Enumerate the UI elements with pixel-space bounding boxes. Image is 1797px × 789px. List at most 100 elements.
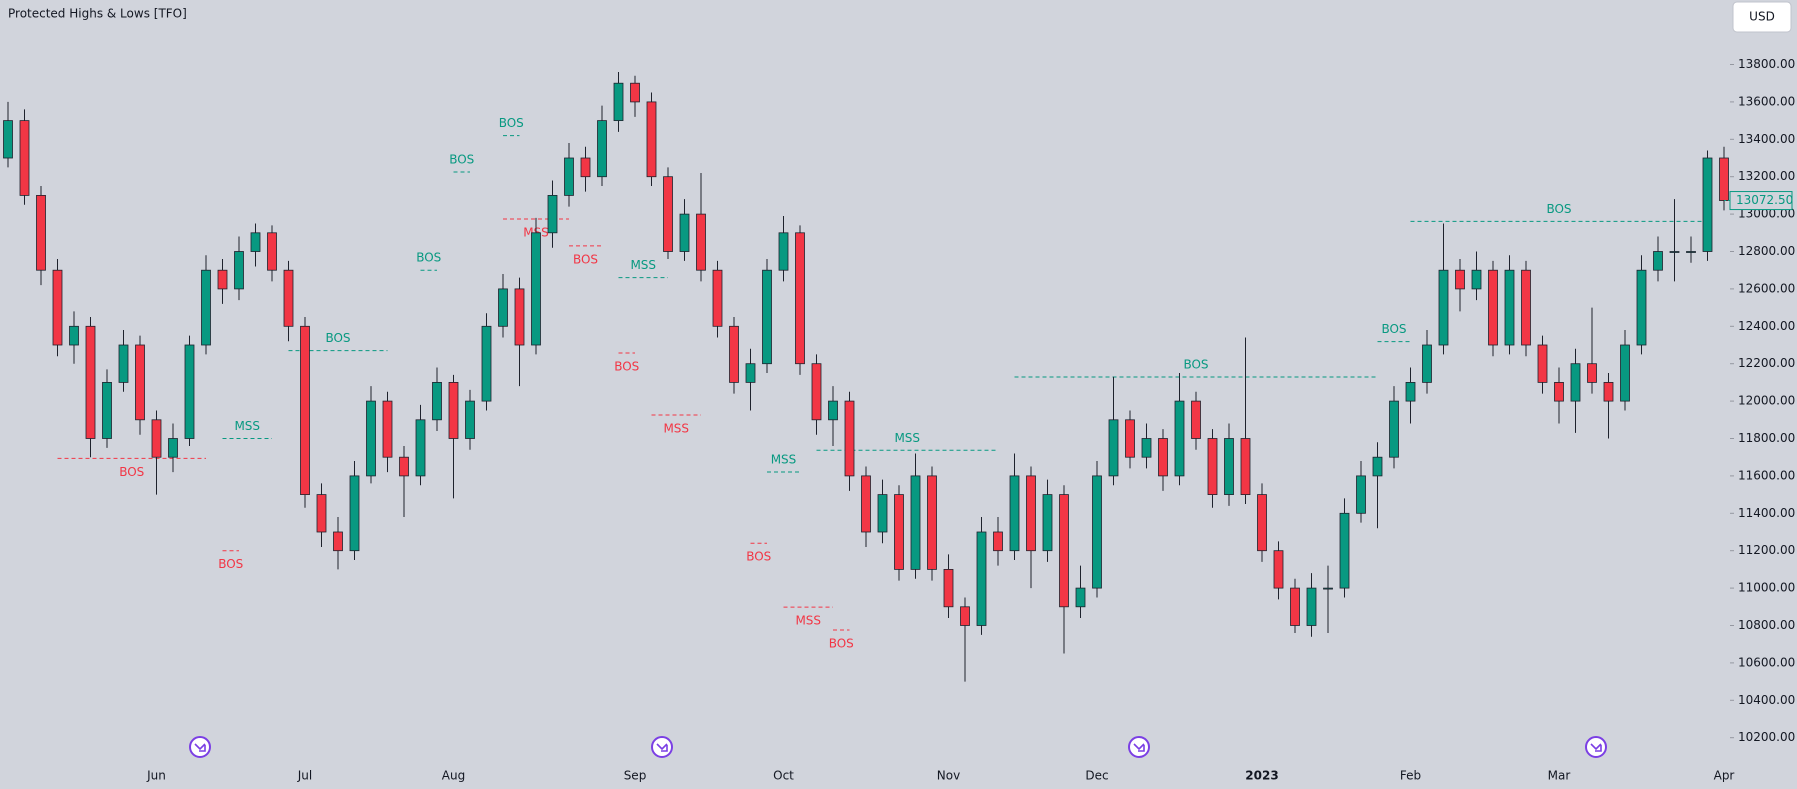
candle-body (283, 269, 294, 327)
structure-label: BOS (829, 636, 854, 650)
candle-body (1455, 269, 1465, 290)
candle-body (745, 363, 756, 383)
candle-body (1125, 419, 1135, 458)
x-tick-label: Sep (624, 769, 647, 783)
candle-body (712, 269, 723, 327)
candle-body (135, 344, 145, 421)
x-tick-label: 2023 (1245, 769, 1278, 783)
candle-body (250, 232, 261, 252)
candle-body (1042, 494, 1053, 552)
x-tick-label: Jul (297, 769, 312, 783)
candle-body (613, 82, 624, 122)
candle-body (1587, 363, 1597, 383)
structure-label: BOS (119, 465, 144, 479)
candle-body (300, 325, 310, 495)
y-tick-label: 12000.00 (1738, 394, 1795, 408)
structure-label: MSS (894, 431, 920, 445)
currency[interactable]: USD (1749, 10, 1775, 24)
y-tick-label: 11800.00 (1738, 431, 1795, 445)
candle-body (762, 269, 772, 365)
candle-body (1339, 512, 1350, 589)
x-tick-label: Feb (1400, 769, 1421, 783)
candle-body (1108, 419, 1119, 477)
candle-body (580, 157, 591, 178)
candle-body (1257, 494, 1267, 552)
x-tick-label: Mar (1548, 769, 1571, 783)
x-tick-label: Nov (937, 769, 960, 783)
candle-body (1620, 344, 1630, 402)
candle-body (1504, 269, 1515, 346)
candle-body (828, 400, 838, 421)
structure-label: BOS (449, 153, 474, 167)
candle-body (993, 531, 1003, 552)
y-tick-label: 12400.00 (1738, 319, 1795, 333)
structure-label: BOS (1546, 202, 1571, 216)
candle-body (1174, 400, 1185, 477)
structure-label: BOS (1381, 322, 1406, 336)
candle-body (52, 269, 63, 346)
candle-body (1224, 438, 1234, 495)
candle-body (663, 176, 673, 252)
candle-body (811, 363, 822, 421)
structure-label: BOS (1183, 357, 1208, 371)
candle-body (36, 195, 46, 271)
candle-body (597, 120, 607, 178)
structure-label: BOS (416, 251, 441, 265)
candle-body (118, 344, 129, 383)
y-tick-label: 11200.00 (1738, 543, 1795, 557)
candle-body (1026, 475, 1036, 552)
candle-body (1207, 438, 1218, 495)
candle-body (102, 382, 112, 439)
y-tick-label: 13200.00 (1738, 169, 1795, 183)
y-tick-label: 13600.00 (1738, 94, 1795, 108)
y-tick-label: 13000.00 (1738, 207, 1795, 221)
candle-body (1603, 382, 1614, 402)
candle-body (399, 456, 409, 477)
candle-body (1306, 587, 1317, 626)
candle-body (448, 382, 459, 439)
candle-body (1719, 157, 1729, 201)
candle-body (1290, 587, 1300, 626)
candle-body (1158, 438, 1168, 477)
x-tick-label: Apr (1714, 769, 1735, 783)
y-tick-label: 12200.00 (1738, 356, 1795, 370)
candle-body (1059, 494, 1069, 608)
candle-body (547, 195, 558, 234)
structure-label: MSS (234, 419, 260, 433)
candle-body (217, 269, 228, 290)
candle-body (184, 344, 195, 439)
currency-button[interactable] (1732, 1, 1792, 33)
candle-body (415, 419, 426, 477)
candle-body (1075, 587, 1086, 608)
candle-body (1240, 438, 1251, 495)
candle-body (85, 325, 96, 439)
candle-body (927, 475, 937, 570)
y-tick-label: 11000.00 (1738, 581, 1795, 595)
candle-body (943, 568, 954, 608)
candle-body (432, 382, 442, 421)
x-tick-label: Oct (773, 769, 794, 783)
candle-body (267, 232, 277, 271)
x-tick-label: Dec (1085, 769, 1108, 783)
candle-body (1009, 475, 1020, 552)
structure-label: BOS (573, 252, 598, 266)
structure-label: MSS (771, 452, 797, 466)
candle-body (1636, 269, 1647, 346)
candle-body (69, 325, 79, 346)
candle-body (1702, 157, 1713, 252)
x-tick-label: Aug (442, 769, 465, 783)
candle-body (1521, 269, 1531, 346)
candle-body (1323, 587, 1333, 590)
candle-body (514, 288, 525, 346)
structure-label: BOS (614, 360, 639, 374)
y-tick-label: 10200.00 (1738, 730, 1795, 744)
candle-body (1092, 475, 1102, 589)
candle-body (333, 531, 343, 552)
candle-body (1554, 382, 1564, 402)
candle-body (910, 475, 921, 570)
y-tick-label: 12800.00 (1738, 244, 1795, 258)
candle-body (696, 213, 706, 271)
candle-body (646, 101, 657, 178)
